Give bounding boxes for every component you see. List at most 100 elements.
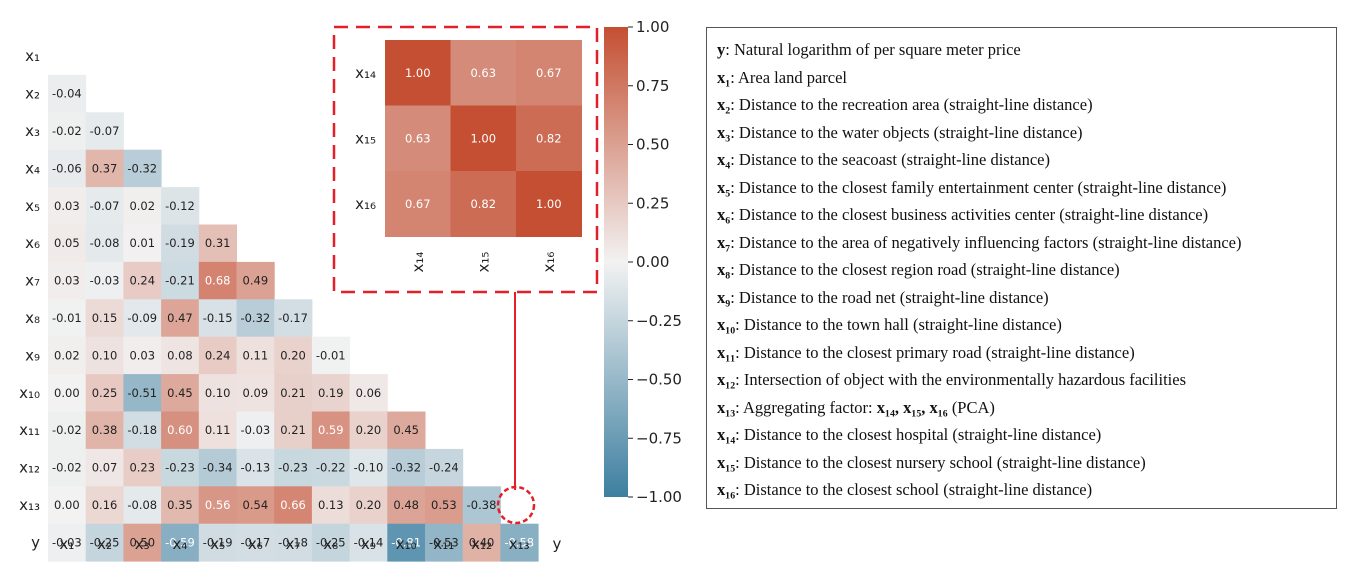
legend-row: x₉: Distance to the road net (straight-l…: [717, 284, 1336, 312]
colorbar-tick-label: 0.25: [636, 194, 669, 212]
heatmap-cell: [349, 486, 388, 525]
heatmap-cell-label: -0.53: [429, 535, 459, 549]
heatmap-cell: [311, 336, 351, 375]
legend-description: : Distance to the closest family enterta…: [730, 177, 1227, 197]
heatmap-cell-label: -0.25: [316, 535, 346, 549]
heatmap-cell-label: 0.50: [129, 535, 155, 549]
legend-key: x₁₂: [717, 370, 736, 389]
heatmap-cell-label: -0.02: [52, 461, 82, 475]
legend-row: x₇: Distance to the area of negatively i…: [717, 229, 1336, 257]
heatmap-cell: [236, 448, 275, 487]
heatmap-cell-label: 0.03: [54, 274, 80, 288]
heatmap-cell: [236, 299, 275, 338]
heatmap-cell: [85, 299, 124, 338]
legend-description: : Distance to the closest hospital (stra…: [735, 425, 1102, 444]
heatmap-cell-label: -0.32: [391, 461, 421, 475]
heatmap-cell-label: 0.68: [205, 274, 231, 288]
heatmap-cell-label: 0.11: [243, 348, 269, 362]
heatmap-cell: [123, 448, 162, 487]
colorbar: 1.00 0.75 0.50 0.25 0.00 −0.25 −0.50 −0.75 −1.00: [604, 18, 682, 506]
heatmap-cell: [123, 299, 162, 338]
heatmap-cell-label: -0.59: [165, 535, 195, 549]
heatmap-cell-label: 0.02: [54, 348, 80, 362]
inset-cell: [385, 171, 451, 237]
column-tick-label: x₁₀: [396, 535, 417, 553]
heatmap-cell-label: 0.24: [129, 274, 155, 288]
heatmap-cell: [236, 411, 275, 450]
heatmap-cell-label: -0.18: [278, 535, 308, 549]
heatmap-cell-label: 0.45: [167, 386, 193, 400]
row-tick-label: x₁₃: [19, 496, 40, 514]
heatmap-cell-label: 0.20: [280, 348, 306, 362]
heatmap-cell-label: 0.37: [92, 161, 118, 175]
inset-column-label: x₁₅: [474, 252, 492, 273]
heatmap-cell-label: 0.01: [129, 236, 155, 250]
heatmap-cell: [198, 448, 237, 487]
heatmap-cell-label: 0.35: [167, 498, 193, 512]
heatmap-cell-label: -0.09: [127, 311, 157, 325]
heatmap-cell: [387, 448, 426, 487]
heatmap-cell-label: 0.10: [205, 386, 231, 400]
heatmap-cell: [198, 523, 237, 562]
heatmap-cell: [85, 411, 124, 450]
heatmap-cell-label: -0.19: [203, 535, 233, 549]
heatmap-cell-label: -0.24: [429, 461, 459, 475]
heatmap-cell: [274, 336, 313, 375]
heatmap-cell: [161, 411, 200, 450]
legend-row: x₂: Distance to the recreation area (str…: [717, 91, 1336, 119]
row-tick-label: x₄: [25, 159, 40, 177]
heatmap-cell: [123, 149, 162, 188]
inset-row-label: x₁₆: [355, 195, 376, 213]
legend-description: : Area land parcel: [730, 67, 848, 87]
heatmap-cell: [161, 448, 200, 487]
row-tick-label: x₈: [25, 309, 40, 327]
legend-key: x₈: [717, 260, 731, 279]
heatmap-row-labels: x₁ x₂ x₃ x₄ x₅ x₆ x₇ x₈ x₉ x₁₀ x₁₁ x₁₂ x₁₃ y: [19, 47, 40, 551]
heatmap-cell: [274, 448, 313, 487]
heatmap-cell: [236, 523, 275, 562]
heatmap-cell: [198, 411, 237, 450]
heatmap-cell: [236, 486, 275, 525]
column-tick-label: x₁₃: [509, 535, 530, 553]
heatmap-cell: [425, 486, 464, 525]
heatmap-cell: [311, 374, 351, 412]
inset-cell-label: 1.00: [405, 66, 431, 80]
heatmap-cell-label: 0.07: [92, 461, 118, 475]
heatmap-cell: [274, 374, 313, 412]
column-tick-label: x₆: [248, 535, 263, 553]
heatmap-cell: [48, 374, 87, 412]
inset-cell-label: 0.67: [405, 197, 431, 211]
heatmap-cell: [274, 299, 313, 338]
heatmap-cell: [387, 523, 426, 562]
heatmap-cell-label: -0.23: [278, 461, 308, 475]
heatmap-cell: [85, 224, 124, 263]
heatmap-cell: [462, 523, 501, 562]
column-tick-label: x₅: [210, 535, 225, 553]
heatmap-cell-label: 0.11: [205, 423, 231, 437]
colorbar-tick-label: 0.00: [636, 253, 669, 271]
heatmap-cell-label: 0.06: [356, 386, 382, 400]
heatmap-cell: [123, 187, 162, 225]
legend-key: x₁₀: [717, 315, 736, 334]
heatmap-cell-label: -0.06: [52, 161, 82, 175]
heatmap-cell: [387, 411, 426, 450]
heatmap-cell: [274, 523, 313, 562]
inset-cell-label: 0.63: [405, 131, 431, 145]
column-tick-label: x₁: [59, 535, 74, 553]
heatmap-cell-label: 0.00: [54, 498, 80, 512]
heatmap-cell: [161, 336, 200, 375]
inset-heatmap: 1.00 0.63 0.67 0.63 1.00 0.82 0.67 0.82 1.00 x₁₄ x…: [355, 40, 582, 272]
column-tick-label: x₁₂: [471, 535, 492, 553]
column-tick-label: x₁₁: [433, 535, 454, 553]
legend-row: y: Natural logarithm of per square meter…: [717, 36, 1336, 64]
inset-column-label: x₁₆: [540, 252, 558, 273]
legend-description: : Aggregating factor:: [735, 397, 877, 417]
colorbar-tick-label: 0.75: [636, 77, 669, 95]
legend-key: y: [717, 40, 726, 59]
legend-description: : Distance to the area of negatively inf…: [730, 232, 1242, 252]
legend-description: : Distance to the water objects (straigh…: [730, 122, 1083, 142]
heatmap-cell-label: -0.03: [90, 274, 120, 288]
legend-tail: (PCA): [947, 397, 995, 417]
heatmap-cell: [48, 112, 87, 151]
heatmap-cell: [48, 149, 87, 188]
